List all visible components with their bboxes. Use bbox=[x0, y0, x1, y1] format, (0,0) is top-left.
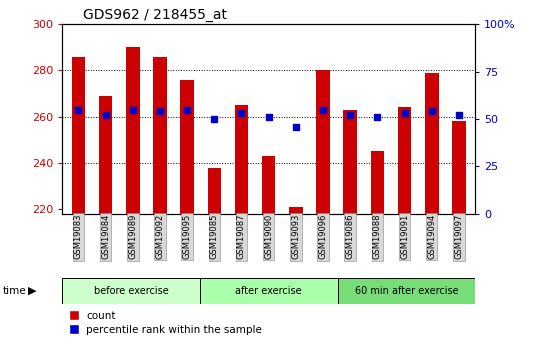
Text: after exercise: after exercise bbox=[235, 286, 302, 296]
Legend: count, percentile rank within the sample: count, percentile rank within the sample bbox=[68, 309, 264, 337]
Bar bbox=[262, 156, 275, 214]
Bar bbox=[62, 278, 200, 304]
Text: time: time bbox=[3, 286, 26, 296]
Text: GSM19093: GSM19093 bbox=[291, 214, 300, 259]
Text: GSM19086: GSM19086 bbox=[346, 214, 355, 259]
Bar bbox=[338, 278, 475, 304]
Text: GSM19097: GSM19097 bbox=[454, 214, 463, 259]
Bar bbox=[343, 110, 357, 214]
Bar bbox=[452, 121, 465, 214]
Bar bbox=[72, 57, 85, 214]
Bar bbox=[99, 96, 112, 214]
Bar bbox=[200, 278, 338, 304]
Bar bbox=[316, 70, 330, 214]
Bar bbox=[289, 207, 302, 214]
Bar bbox=[153, 57, 167, 214]
Text: GSM19088: GSM19088 bbox=[373, 214, 382, 259]
Text: GSM19084: GSM19084 bbox=[101, 214, 110, 259]
Text: GSM19096: GSM19096 bbox=[319, 214, 327, 259]
Text: ▶: ▶ bbox=[28, 286, 37, 296]
Text: GDS962 / 218455_at: GDS962 / 218455_at bbox=[83, 8, 227, 22]
Bar bbox=[398, 107, 411, 214]
Text: GSM19085: GSM19085 bbox=[210, 214, 219, 259]
Text: 60 min after exercise: 60 min after exercise bbox=[355, 286, 458, 296]
Bar bbox=[235, 105, 248, 214]
Text: GSM19089: GSM19089 bbox=[129, 214, 137, 259]
Bar bbox=[207, 168, 221, 214]
Bar bbox=[126, 47, 139, 214]
Bar bbox=[425, 73, 438, 214]
Text: GSM19095: GSM19095 bbox=[183, 214, 192, 259]
Bar bbox=[180, 80, 194, 214]
Text: GSM19092: GSM19092 bbox=[156, 214, 165, 259]
Text: GSM19087: GSM19087 bbox=[237, 214, 246, 259]
Text: GSM19083: GSM19083 bbox=[74, 214, 83, 259]
Text: GSM19090: GSM19090 bbox=[264, 214, 273, 259]
Text: GSM19091: GSM19091 bbox=[400, 214, 409, 259]
Text: GSM19094: GSM19094 bbox=[427, 214, 436, 259]
Bar bbox=[370, 151, 384, 214]
Text: before exercise: before exercise bbox=[93, 286, 168, 296]
